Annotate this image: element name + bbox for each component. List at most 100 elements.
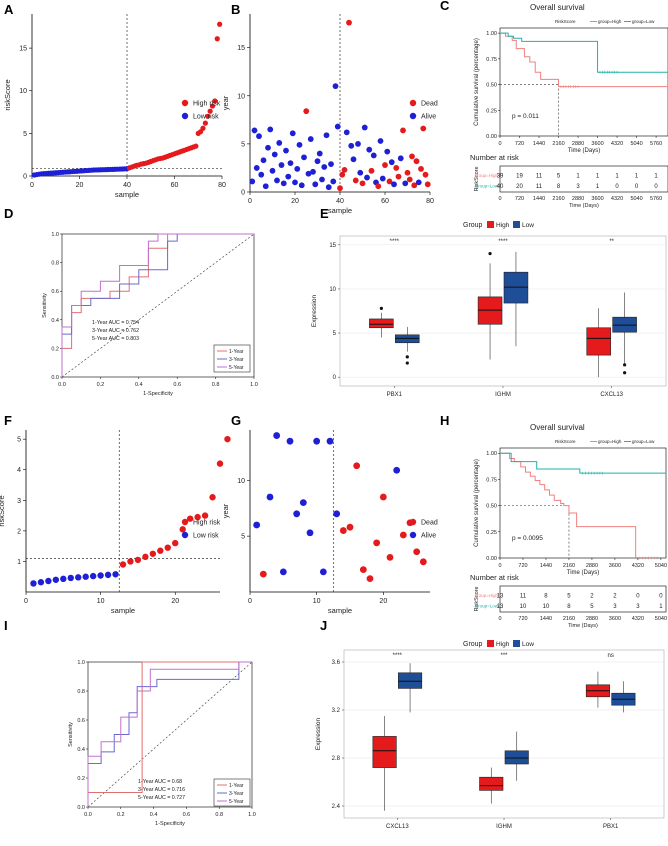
alive-point: [293, 510, 301, 518]
y-axis-label: Expression: [311, 295, 318, 328]
risk-table-title: Number at risk: [470, 573, 519, 582]
x-tick-label: 0: [498, 563, 501, 569]
x-tick-label: 4320: [611, 141, 623, 147]
risk-count: 5: [590, 604, 594, 610]
alive-point: [269, 167, 276, 174]
x-tick-label: 0: [248, 198, 252, 205]
km-legend-high: group=High: [598, 439, 622, 444]
x-tick-label: 0.2: [97, 382, 105, 388]
high-risk-point: [142, 553, 149, 561]
risk-count: 3: [576, 184, 580, 190]
x-tick-label: 80: [426, 198, 434, 205]
x-tick-label: 10: [313, 598, 321, 605]
risk-count: 1: [576, 174, 580, 180]
x-tick-label: 5040: [630, 141, 642, 147]
high-risk-point: [205, 113, 211, 119]
high-risk-point: [201, 512, 209, 519]
y-tick-label: 0.25: [486, 108, 497, 114]
risk-x-tick-label: 2880: [586, 616, 598, 622]
x-axis-label: Time (Days): [568, 148, 600, 154]
y-tick-label: 0.4: [77, 747, 85, 753]
dead-point: [386, 178, 393, 185]
alive-point: [312, 181, 319, 188]
significance-label: ****: [498, 239, 508, 245]
low-risk-point: [60, 575, 67, 583]
alive-point: [249, 178, 256, 185]
risk-count: 1: [654, 174, 658, 180]
significance-label: ns: [607, 653, 613, 659]
panel-label-a: A: [4, 2, 14, 17]
risk-x-tick-label: 720: [515, 196, 524, 202]
alive-point: [299, 499, 307, 507]
dead-point: [368, 167, 375, 174]
x-tick-label: CXCL13: [386, 824, 409, 830]
y-tick-label: 0.2: [77, 776, 85, 782]
km-curve-high: [500, 452, 637, 558]
y-tick-label: 0.75: [486, 57, 497, 63]
alive-point: [271, 151, 278, 158]
x-tick-label: 20: [291, 198, 299, 205]
risk-count: 1: [596, 184, 600, 190]
x-tick-label: 2880: [572, 141, 584, 147]
risk-count: 11: [520, 594, 527, 600]
y-tick-label: 1: [17, 559, 21, 566]
y-axis-label: year: [221, 95, 230, 110]
low-risk-point: [112, 571, 119, 578]
high-risk-point: [216, 460, 224, 467]
risk-x-tick-label: 0: [498, 196, 501, 202]
alive-point: [280, 180, 287, 187]
significance-label: ****: [390, 239, 400, 245]
x-tick-label: 1440: [540, 563, 552, 569]
alive-point: [366, 146, 373, 153]
y-tick-label: 15: [19, 46, 27, 53]
legend-marker: [181, 112, 189, 120]
low-risk-point: [89, 572, 97, 580]
risk-count: 11: [536, 174, 543, 180]
risk-count: 1: [635, 174, 639, 180]
x-tick-label: 1.0: [250, 382, 258, 388]
legend-marker: [409, 99, 417, 107]
risk-x-tick-label: 5040: [655, 616, 667, 622]
x-tick-label: 0.2: [117, 812, 125, 818]
x-tick-label: 20: [171, 598, 179, 605]
legend-marker: [409, 518, 417, 526]
risk-count: 2: [590, 594, 594, 600]
dead-point: [352, 177, 359, 184]
dead-point: [359, 180, 366, 187]
y-tick-label: 0.2: [51, 346, 59, 352]
risk-table-frame: [499, 585, 667, 613]
alive-point: [287, 160, 294, 167]
dead-point: [353, 462, 361, 470]
y-tick-label: 0.8: [51, 261, 59, 267]
alive-point: [276, 140, 283, 146]
y-tick-label: 10: [19, 88, 27, 95]
high-risk-point: [164, 544, 171, 551]
y-tick-label: 1.0: [51, 232, 59, 238]
high-risk-point: [202, 120, 208, 126]
high-risk-point: [172, 539, 179, 547]
dead-point: [339, 171, 346, 178]
dead-point: [411, 182, 418, 189]
alive-point: [289, 130, 296, 137]
high-risk-point: [212, 98, 218, 104]
x-tick-label: 2160: [552, 141, 564, 147]
y-tick-label: 0: [333, 375, 337, 381]
alive-point: [343, 129, 350, 136]
risk-count: 1: [659, 604, 663, 610]
x-tick-label: 720: [518, 563, 527, 569]
risk-count: 40: [497, 184, 504, 190]
km-legend-high: group=High: [598, 19, 622, 24]
high-risk-point: [127, 558, 134, 565]
alive-point: [314, 158, 321, 165]
roc-curve-5-year: [87, 661, 252, 807]
alive-point: [313, 437, 321, 445]
km-title: Overall survival: [530, 3, 585, 12]
x-axis-label: 1-Specificity: [143, 391, 173, 397]
risk-row-label: group=Low: [476, 604, 499, 609]
legend-label: Low: [522, 641, 534, 648]
x-tick-label: 0.0: [84, 812, 92, 818]
km-title: Overall survival: [530, 423, 585, 432]
roc-legend-label: 3-Year: [229, 357, 244, 363]
low-risk-point: [104, 571, 112, 579]
alive-point: [274, 177, 280, 184]
